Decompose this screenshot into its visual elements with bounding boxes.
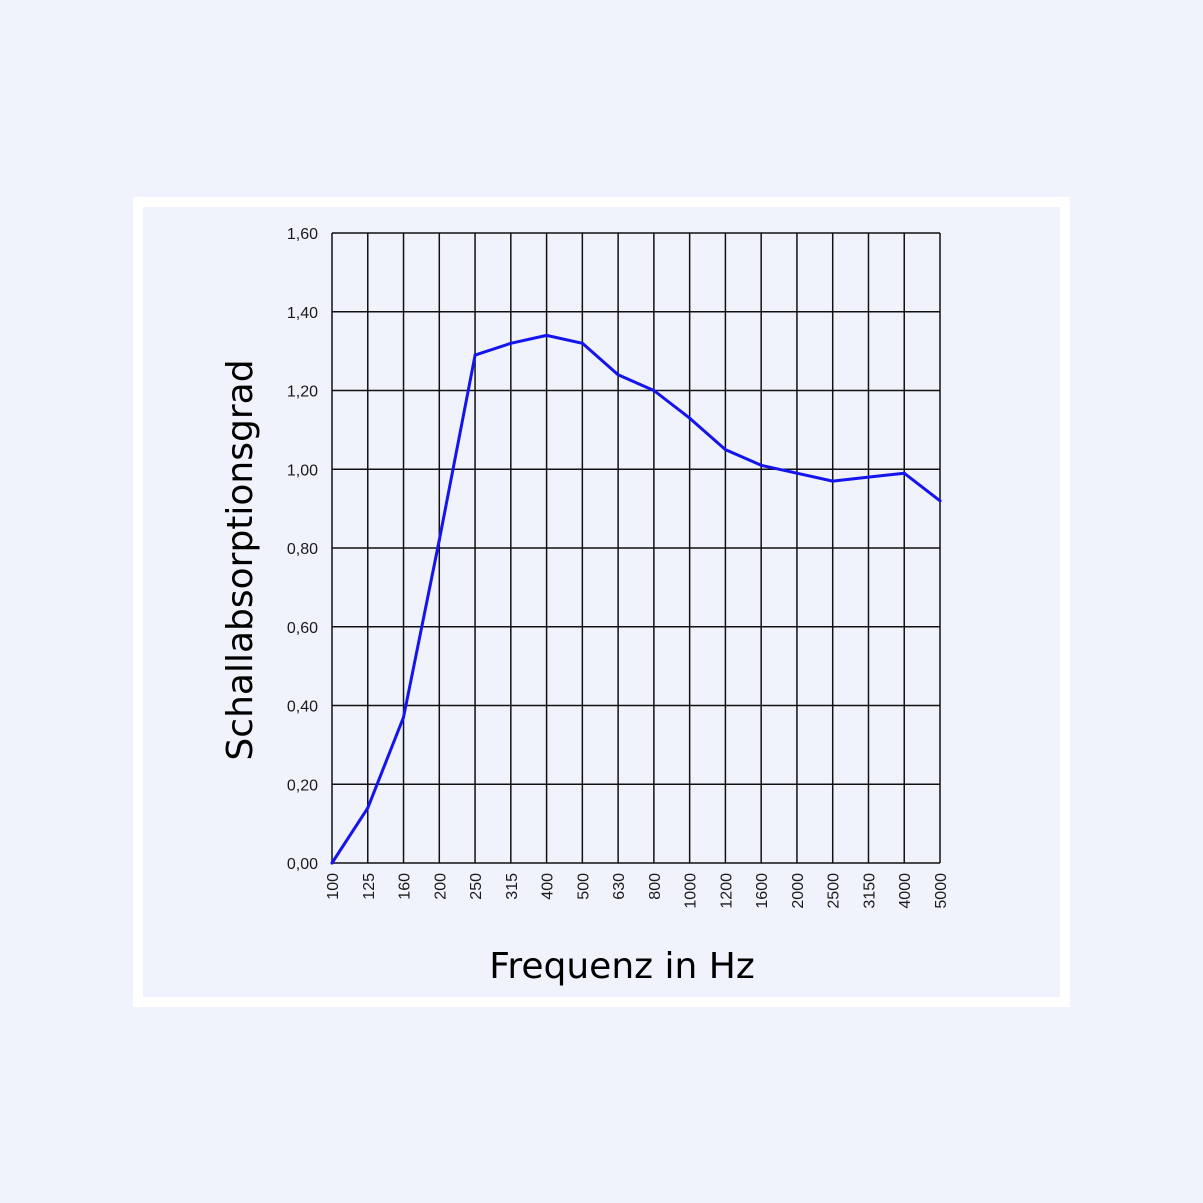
x-tick-label: 4000: [897, 873, 914, 909]
y-tick-label: 0,60: [287, 620, 318, 637]
x-axis-title: Frequenz in Hz: [489, 946, 754, 987]
x-tick-label: 2500: [826, 873, 843, 909]
y-tick-label: 0,00: [287, 856, 318, 873]
data-point: [795, 471, 799, 475]
x-tick-label: 160: [397, 873, 414, 900]
x-tick-label: 315: [504, 873, 521, 900]
data-point: [437, 538, 441, 542]
x-tick-label: 125: [361, 873, 378, 900]
x-tick-label: 1200: [718, 873, 735, 909]
data-point: [402, 715, 406, 719]
x-tick-label: 1000: [683, 873, 700, 909]
x-tick-label: 250: [468, 873, 485, 900]
data-point: [473, 353, 477, 357]
data-point: [902, 471, 906, 475]
data-point: [938, 499, 942, 503]
x-tick-label: 200: [432, 873, 449, 900]
series-group: [330, 333, 942, 865]
data-point: [509, 341, 513, 345]
series-line: [330, 333, 942, 865]
y-tick-label: 0,20: [287, 777, 318, 794]
data-point: [330, 861, 334, 865]
data-point: [688, 416, 692, 420]
y-axis-title: Schallabsorptionsgrad: [220, 359, 261, 760]
x-tick-label: 500: [575, 873, 592, 900]
data-point: [652, 389, 656, 392]
chart-frame: [133, 197, 1070, 1007]
y-tick-label: 1,40: [287, 305, 318, 322]
y-tick-label: 0,80: [287, 541, 318, 558]
data-point: [866, 475, 870, 479]
x-tick-label: 2000: [790, 873, 807, 909]
data-point: [759, 463, 763, 467]
x-tick-label: 5000: [933, 873, 950, 909]
data-point: [616, 373, 620, 377]
x-tick-label: 400: [540, 873, 557, 900]
x-tick-label: 3150: [861, 873, 878, 909]
y-tick-label: 1,00: [287, 462, 318, 479]
x-tick-label: 1600: [754, 873, 771, 909]
x-tick-labels: 100 125 160 200 250 315 400 500 630 800 1000 1200 16…: [325, 873, 950, 909]
x-tick-label: 100: [325, 873, 342, 900]
grid: [331, 232, 941, 864]
x-tick-label: 800: [647, 873, 664, 900]
y-tick-label: 1,60: [287, 226, 318, 243]
data-point: [580, 341, 584, 345]
data-point: [831, 479, 835, 483]
y-tick-label: 1,20: [287, 384, 318, 401]
data-point: [723, 448, 727, 452]
data-point: [366, 806, 370, 810]
y-tick-labels: 0,00 0,20 0,40 0,60 0,80 1,00 1,20 1,40 1,60: [287, 226, 318, 873]
x-tick-label: 630: [611, 873, 628, 900]
data-point: [545, 333, 549, 337]
y-tick-label: 0,40: [287, 699, 318, 716]
